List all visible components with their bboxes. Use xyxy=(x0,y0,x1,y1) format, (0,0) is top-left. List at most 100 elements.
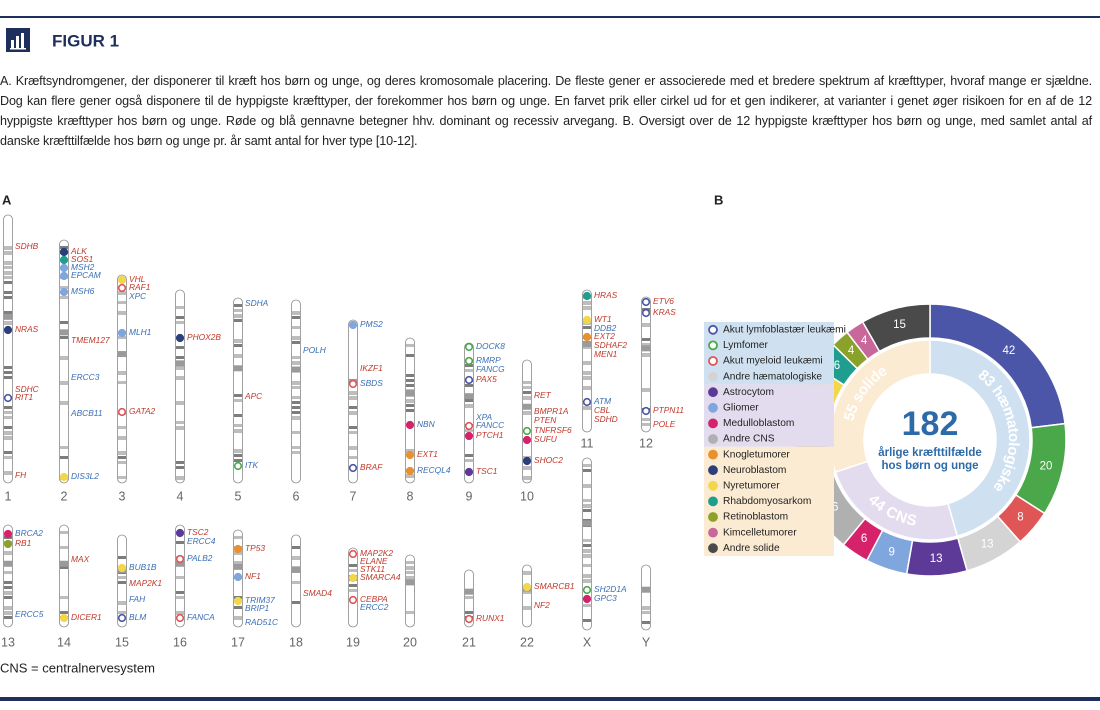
chromosome-band xyxy=(118,556,126,559)
chromosome-band xyxy=(4,371,12,374)
centromere xyxy=(582,520,592,527)
gene-label: SDHB xyxy=(15,241,39,251)
centromere xyxy=(175,360,185,367)
risk-marker xyxy=(582,332,592,342)
segment-value: 42 xyxy=(1003,345,1016,357)
chromosome-label: 22 xyxy=(520,635,534,649)
chromosome-band xyxy=(4,276,12,279)
chromosome-band xyxy=(583,539,591,542)
risk-marker xyxy=(464,431,474,441)
risk-marker xyxy=(522,435,532,445)
chromosome xyxy=(291,534,301,628)
chromosome-band xyxy=(465,384,473,387)
chromosome-band xyxy=(4,431,12,435)
chromosome-band xyxy=(583,574,591,578)
chromosome-band xyxy=(349,446,357,450)
risk-marker xyxy=(3,539,13,549)
chromosome-label: 4 xyxy=(177,489,184,503)
chromosome-label: 8 xyxy=(407,489,414,503)
chromosome-band xyxy=(4,266,12,269)
chromosome-band xyxy=(4,376,12,379)
chromosome-band xyxy=(292,546,300,549)
gene-label: ERCC5 xyxy=(15,609,44,619)
gene-label: POLH xyxy=(303,345,327,355)
chromosome-band xyxy=(234,339,242,343)
risk-marker xyxy=(59,263,69,273)
donut-center xyxy=(865,375,995,505)
gene-label: BLM xyxy=(129,612,146,622)
centromere xyxy=(641,586,651,593)
gene-label: ERCC4 xyxy=(187,536,216,546)
risk-marker xyxy=(117,563,127,573)
chromosome-label: 17 xyxy=(231,635,245,649)
gene-label: SDHC xyxy=(15,384,40,394)
segment-value: 6 xyxy=(861,533,867,545)
chromosome-band xyxy=(406,409,414,412)
chromosome-band xyxy=(349,569,357,572)
chromosome-label: 7 xyxy=(350,489,357,503)
chromosome-band xyxy=(4,571,12,574)
gene-label: PALB2 xyxy=(187,553,213,563)
gene-label: ALK xyxy=(70,246,87,256)
gene-label: EXT2 xyxy=(594,331,615,341)
risk-marker xyxy=(175,613,185,623)
chromosome-band xyxy=(583,499,591,502)
gene-label: STK11 xyxy=(360,564,385,574)
gene-label: VHL xyxy=(129,274,146,284)
legend-marker xyxy=(708,356,718,366)
gene-label: BRIP1 xyxy=(245,603,269,613)
gene-label: PTEN xyxy=(534,415,557,425)
gene-label: NF2 xyxy=(534,600,550,610)
chromosome-band xyxy=(583,464,591,467)
chromosome-band xyxy=(349,396,357,400)
chromosome-band xyxy=(234,536,242,539)
footnote: CNS = centralnervesystem xyxy=(0,660,155,675)
gene-label: ERCC2 xyxy=(360,602,389,612)
chromosome-band xyxy=(583,564,591,567)
risk-marker xyxy=(405,450,415,460)
gene-label: SH2D1A xyxy=(594,584,627,594)
chromosome-band xyxy=(523,391,531,394)
chromosome-band xyxy=(523,476,531,480)
legend-marker xyxy=(708,418,718,429)
chromosome-band xyxy=(118,291,126,295)
chromosome-band xyxy=(349,456,357,459)
gene-label: SDHD xyxy=(594,414,618,424)
gene-label: SBDS xyxy=(360,378,383,388)
gene-label: DOCK8 xyxy=(476,341,505,351)
segment-value: 15 xyxy=(893,319,906,331)
risk-marker xyxy=(117,407,127,417)
centromere xyxy=(582,340,592,347)
chromosome-band xyxy=(4,581,12,584)
gene-label: SDHAF2 xyxy=(594,340,627,350)
chromosome-band xyxy=(465,364,473,367)
risk-marker xyxy=(117,275,127,285)
chromosome-band xyxy=(465,454,473,457)
chromosome-band xyxy=(60,446,68,449)
chromosome-band xyxy=(176,541,184,544)
gene-label: DDB2 xyxy=(594,323,617,333)
legend-marker xyxy=(708,434,718,444)
risk-marker xyxy=(117,328,127,338)
legend-label: Andre solide xyxy=(723,543,780,554)
chromosome-band xyxy=(118,611,126,614)
chromosome-label: Y xyxy=(642,635,651,649)
donut-segment xyxy=(861,303,931,353)
legend-label: Andre CNS xyxy=(723,434,775,445)
centromere xyxy=(464,588,474,595)
segment-value: 9 xyxy=(888,547,894,559)
chromosome-band xyxy=(4,586,12,589)
chromosome-band xyxy=(583,386,591,390)
chromosome-band xyxy=(4,591,12,595)
chromosome-band xyxy=(583,326,591,329)
chromosome-band xyxy=(642,353,650,357)
chromosome-band xyxy=(406,571,414,574)
segment-value: 4 xyxy=(848,345,855,357)
chromosome-label: 6 xyxy=(293,489,300,503)
gene-label: ATM xyxy=(593,396,611,406)
chromosome-band xyxy=(176,421,184,424)
legend-label: Andre hæmatologiske xyxy=(723,371,822,382)
gene-label: BUB1B xyxy=(129,562,157,572)
chromosome xyxy=(405,554,415,628)
gene-label: FANCG xyxy=(476,364,505,374)
